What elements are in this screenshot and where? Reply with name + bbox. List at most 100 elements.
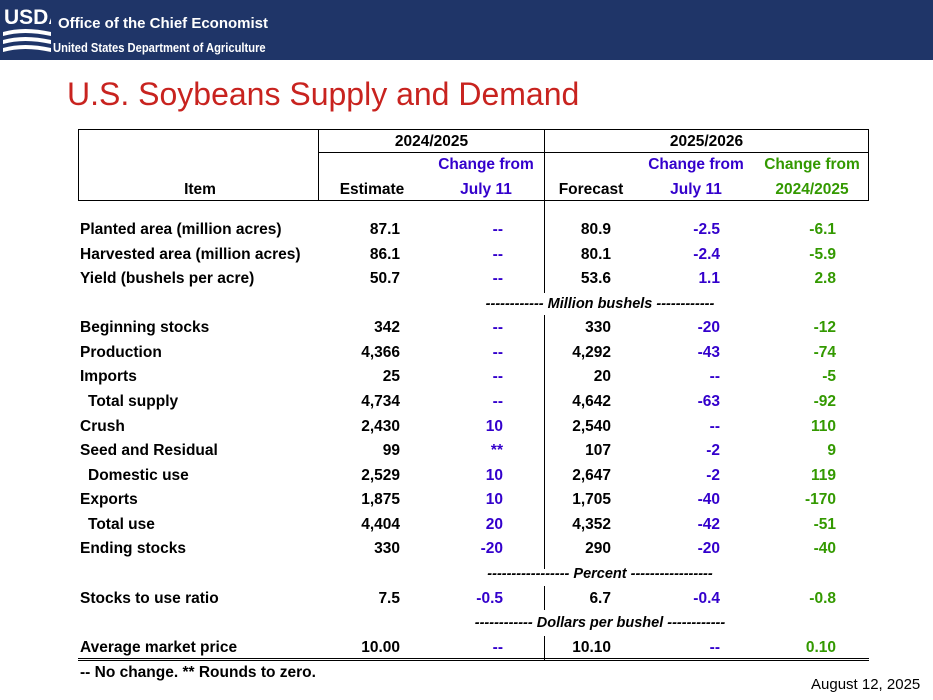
row-label: Domestic use [88,467,189,484]
col-header-change-july-1: Change from [438,156,534,173]
cell-change-july-fc: -2.4 [693,246,720,263]
cell-forecast: 2,647 [572,467,611,484]
table-bottom-border [78,658,869,661]
row-label: Total supply [88,393,179,410]
year-divider-bottom [544,636,545,660]
row-label: Seed and Residual [80,442,218,459]
cell-change-year: -5 [822,368,836,385]
cell-change-year: 110 [810,418,836,435]
cell-change-july-fc: -43 [697,344,720,361]
usda-logo-text: USDA [4,6,51,29]
cell-change-year: 119 [810,467,836,484]
row-label: Production [80,344,162,361]
col-header-change-july-fc-2: July 11 [670,181,722,198]
cell-change-july: 10 [485,467,503,484]
cell-forecast: 4,352 [572,516,611,533]
cell-estimate: 2,529 [361,467,400,484]
cell-forecast: 80.9 [580,221,611,238]
row-label: Beginning stocks [80,319,210,336]
units-dollars-per-bushel: ------------ Dollars per bushel --------… [474,615,726,631]
header-banner: USDA Office of the Chief Economist Unite… [0,0,933,60]
cell-change-july: -- [492,246,503,263]
org-name: Office of the Chief Economist [58,15,269,32]
cell-estimate: 4,404 [361,516,400,533]
group-header-divider [318,152,869,153]
year-divider-top [544,129,545,293]
cell-change-july-fc: -20 [697,540,720,557]
cell-estimate: 2,430 [361,418,400,435]
cell-change-july-fc: 1.1 [698,270,720,287]
cell-forecast: 290 [585,540,611,557]
cell-change-july-fc: -2 [706,467,720,484]
col-header-change-july-2: July 11 [460,181,512,198]
cell-estimate: 1,875 [361,491,400,508]
cell-forecast: 107 [585,442,611,459]
cell-forecast: 4,642 [572,393,611,410]
col-header-change-year-1: Change from [764,156,860,173]
group-header-2024: 2024/2025 [394,133,469,150]
row-label: Exports [80,491,138,508]
cell-forecast: 20 [593,368,611,385]
col-header-change-year-2: 2024/2025 [775,181,849,198]
year-divider-lower [544,586,545,610]
cell-estimate: 50.7 [369,270,400,287]
cell-forecast: 10.10 [572,639,611,656]
cell-estimate: 342 [374,319,400,336]
header-bottom-border [78,200,869,201]
col-header-estimate: Estimate [339,181,405,198]
usda-logo: USDA [3,6,51,52]
cell-change-year: 0.10 [805,639,836,656]
cell-change-july: -- [492,319,503,336]
units-million-bushels: ------------ Million bushels -----------… [485,296,715,312]
cell-change-july: ** [490,442,503,459]
cell-estimate: 4,366 [361,344,400,361]
cell-change-year: 9 [827,442,836,459]
cell-estimate: 7.5 [378,590,400,607]
row-label: Imports [80,368,137,385]
cell-change-year: -0.8 [809,590,836,607]
cell-change-july-fc: -2 [706,442,720,459]
table-top-border [78,129,869,130]
cell-change-july-fc: -42 [697,516,720,533]
cell-estimate: 330 [374,540,400,557]
cell-change-july: -- [492,270,503,287]
cell-forecast: 80.1 [580,246,611,263]
cell-change-year: 2.8 [814,270,836,287]
units-percent: ----------------- Percent --------------… [487,566,713,582]
col-header-forecast: Forecast [558,181,624,198]
cell-change-year: -5.9 [809,246,836,263]
footnote: -- No change. ** Rounds to zero. [80,664,316,681]
cell-estimate: 99 [382,442,400,459]
row-label: Planted area (million acres) [80,221,282,238]
cell-change-july-fc: -- [709,639,720,656]
cell-change-july-fc: -20 [697,319,720,336]
page-title: U.S. Soybeans Supply and Demand [67,76,580,112]
cell-change-year: -74 [813,344,836,361]
cell-change-july: -- [492,344,503,361]
col-header-item: Item [184,181,216,198]
cell-change-july-fc: -63 [697,393,720,410]
cell-change-year: -170 [804,491,836,508]
year-divider-mid [544,315,545,569]
cell-change-july: 10 [485,491,503,508]
cell-forecast: 4,292 [572,344,611,361]
row-label: Total use [88,516,155,533]
cell-forecast: 1,705 [572,491,611,508]
cell-change-year: -92 [813,393,836,410]
cell-forecast: 330 [585,319,611,336]
cell-change-july: -- [492,368,503,385]
row-label: Yield (bushels per acre) [80,270,255,287]
cell-change-july: -20 [480,540,503,557]
cell-change-july: 10 [485,418,503,435]
cell-change-july-fc: -0.4 [693,590,720,607]
cell-change-july: -- [492,393,503,410]
cell-change-july-fc: -40 [697,491,720,508]
cell-estimate: 87.1 [369,221,400,238]
cell-change-july: 20 [485,516,503,533]
row-label: Average market price [80,639,238,656]
header-left-border [78,129,79,200]
cell-change-july-fc: -2.5 [693,221,720,238]
cell-change-july-fc: -- [709,368,720,385]
department-name: United States Department of Agriculture [53,40,266,55]
